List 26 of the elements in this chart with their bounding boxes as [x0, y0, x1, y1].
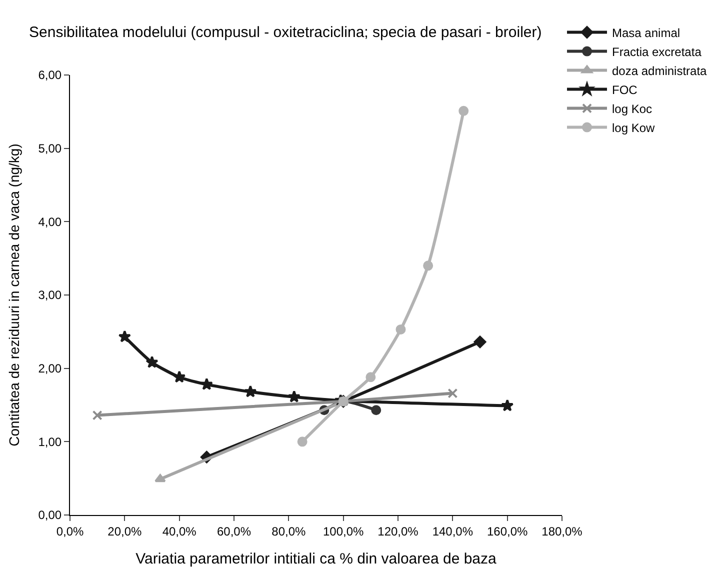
y-tick-label: 2,00	[38, 362, 62, 376]
x-tick-label: 100,0%	[322, 524, 364, 538]
y-tick-label: 6,00	[38, 68, 62, 82]
x-tick-label: 20,0%	[108, 524, 142, 538]
x-tick-label: 0,0%	[56, 524, 84, 538]
x-tick-label: 140,0%	[432, 524, 474, 538]
chart-title: Sensibilitatea modelului (compusul - oxitetraciclina; specia de pasari - broiler)	[29, 24, 542, 41]
y-tick-label: 3,00	[38, 288, 62, 302]
y-tick-label: 1,00	[38, 434, 62, 449]
legend-label: log Koc	[612, 102, 652, 116]
legend-label: Fractia excretata	[612, 44, 702, 59]
legend-label: Masa animal	[612, 26, 680, 40]
x-axis-title: Variatia parametrilor intitiali ca % din valoarea de baza	[136, 550, 498, 568]
legend-label: log Kow	[612, 120, 656, 135]
x-tick-label: 60,0%	[216, 524, 252, 538]
x-tick-label: 80,0%	[272, 524, 306, 538]
x-tick-label: 180,0%	[542, 524, 583, 538]
legend-label: doza administrata	[612, 64, 708, 78]
x-tick-label: 160,0%	[486, 524, 528, 538]
x-tick-label: 120,0%	[378, 524, 419, 538]
y-axis-title: Contitatea de reziduuri in carnea de vaca (ng/kg)	[6, 144, 22, 446]
y-tick-label: 5,00	[38, 142, 62, 156]
y-tick-label: 4,00	[38, 214, 62, 229]
legend-label: FOC	[612, 82, 638, 97]
y-tick-label: 0,00	[38, 508, 62, 522]
x-tick-label: 40,0%	[162, 524, 197, 538]
